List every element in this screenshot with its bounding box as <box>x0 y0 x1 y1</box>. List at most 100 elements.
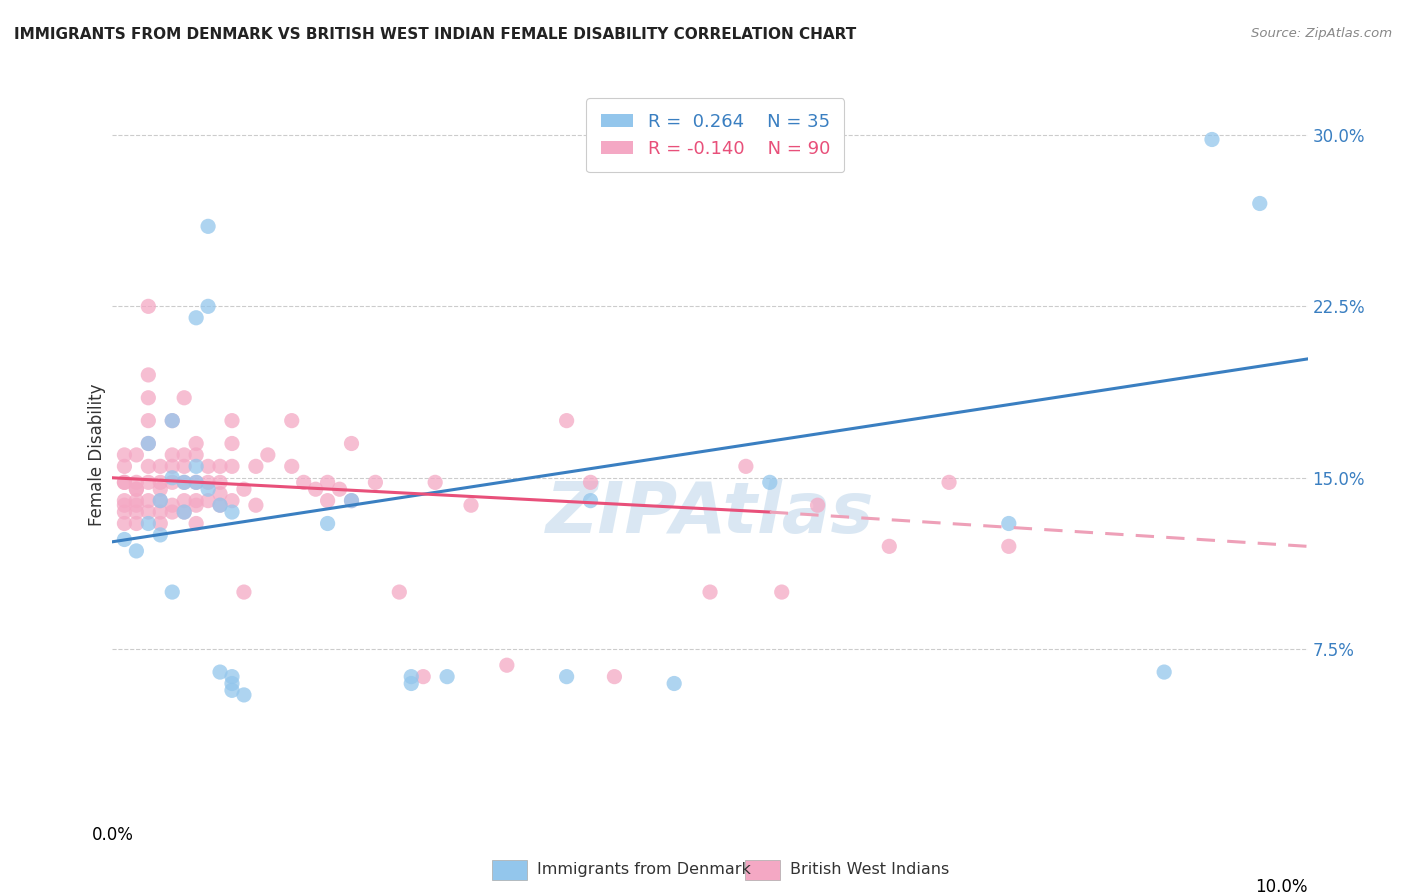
Point <box>221 676 243 690</box>
Point <box>401 670 423 684</box>
Point <box>149 528 172 542</box>
Point <box>149 505 172 519</box>
Point <box>328 482 352 496</box>
Point <box>186 448 208 462</box>
Point <box>401 676 423 690</box>
Text: ZIPAtlas: ZIPAtlas <box>546 479 875 548</box>
Point <box>221 683 243 698</box>
Point <box>162 475 183 490</box>
Point <box>603 670 626 684</box>
Point <box>138 475 160 490</box>
Point <box>388 585 411 599</box>
Point <box>208 487 231 501</box>
Point <box>245 498 267 512</box>
Point <box>114 493 135 508</box>
Point <box>208 665 231 679</box>
Point <box>579 475 602 490</box>
Point <box>173 475 195 490</box>
Point <box>186 459 208 474</box>
Point <box>125 505 148 519</box>
Point <box>221 493 243 508</box>
Point <box>998 516 1021 531</box>
Point <box>759 475 782 490</box>
Point <box>173 505 195 519</box>
Point <box>125 493 148 508</box>
Point <box>114 516 135 531</box>
Text: 10.0%: 10.0% <box>1256 878 1308 892</box>
Point <box>173 475 195 490</box>
Point <box>1249 196 1271 211</box>
Point <box>208 459 231 474</box>
Point <box>208 498 231 512</box>
Point <box>208 475 231 490</box>
Point <box>877 539 901 553</box>
Point <box>138 299 160 313</box>
Point <box>197 475 219 490</box>
Point <box>125 448 148 462</box>
Point <box>114 505 135 519</box>
Point <box>114 475 135 490</box>
Point <box>125 475 148 490</box>
Point <box>114 475 135 490</box>
Point <box>125 498 148 512</box>
Point <box>162 414 183 428</box>
Text: Immigrants from Denmark: Immigrants from Denmark <box>537 863 751 877</box>
Point <box>221 414 243 428</box>
Point <box>138 505 160 519</box>
Point <box>316 516 339 531</box>
Point <box>197 299 219 313</box>
Point <box>138 516 160 531</box>
Point <box>149 482 172 496</box>
Point <box>186 475 208 490</box>
Point <box>173 448 195 462</box>
Point <box>221 670 243 684</box>
Point <box>436 670 458 684</box>
Point <box>162 414 183 428</box>
Text: Source: ZipAtlas.com: Source: ZipAtlas.com <box>1251 27 1392 40</box>
Point <box>245 459 267 474</box>
Point <box>138 368 160 382</box>
Point <box>138 436 160 450</box>
Point <box>149 493 172 508</box>
Point <box>579 493 602 508</box>
Point <box>186 436 208 450</box>
Point <box>1201 132 1223 146</box>
Point <box>162 505 183 519</box>
Point <box>162 498 183 512</box>
Point <box>138 414 160 428</box>
Point <box>340 436 363 450</box>
Point <box>186 310 208 325</box>
Point <box>162 448 183 462</box>
Point <box>221 505 243 519</box>
Point <box>232 585 256 599</box>
Point <box>149 475 172 490</box>
Point <box>186 493 208 508</box>
Point <box>208 498 231 512</box>
Point <box>173 391 195 405</box>
Point <box>149 516 172 531</box>
Point <box>281 459 304 474</box>
Point <box>412 670 434 684</box>
Point <box>555 414 578 428</box>
Point <box>197 219 219 234</box>
Point <box>138 436 160 450</box>
Point <box>162 471 183 485</box>
Point <box>425 475 447 490</box>
Point <box>125 544 148 558</box>
Point <box>460 498 482 512</box>
Point <box>316 475 339 490</box>
Point <box>149 493 172 508</box>
Point <box>770 585 793 599</box>
Point <box>998 539 1021 553</box>
Point <box>162 459 183 474</box>
Y-axis label: Female Disability: Female Disability <box>87 384 105 526</box>
Point <box>197 459 219 474</box>
Point <box>221 436 243 450</box>
Point <box>232 482 256 496</box>
Point <box>173 505 195 519</box>
Text: IMMIGRANTS FROM DENMARK VS BRITISH WEST INDIAN FEMALE DISABILITY CORRELATION CHA: IMMIGRANTS FROM DENMARK VS BRITISH WEST … <box>14 27 856 42</box>
Point <box>292 475 315 490</box>
Point <box>735 459 758 474</box>
Point <box>173 459 195 474</box>
Point <box>114 498 135 512</box>
